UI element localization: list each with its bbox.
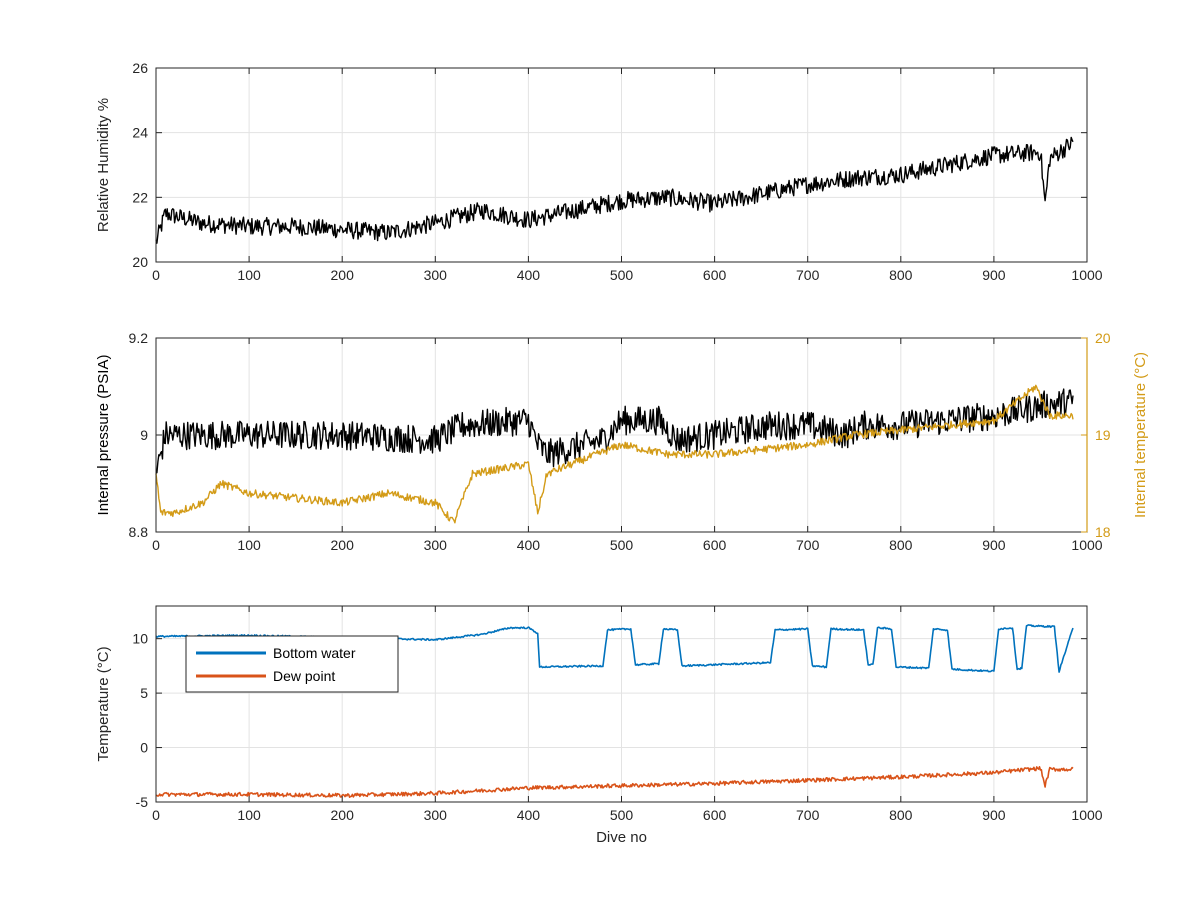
y-axis-label: Relative Humidity % [95, 98, 112, 232]
y-tick-label: 20 [132, 254, 148, 270]
y-right-tick-label: 19 [1095, 427, 1111, 443]
x-tick-label: 300 [424, 807, 448, 823]
x-tick-label: 1000 [1071, 267, 1102, 283]
x-tick-label: 900 [982, 267, 1006, 283]
x-tick-label: 500 [610, 537, 634, 553]
grid [155, 337, 1088, 533]
x-tick-label: 200 [331, 537, 355, 553]
x-tick-label: 0 [152, 267, 160, 283]
series-line-0 [155, 388, 1074, 474]
y-right-tick-label: 20 [1095, 330, 1111, 346]
x-tick-label: 700 [796, 537, 820, 553]
x-tick-label: 100 [237, 267, 261, 283]
x-tick-label: 100 [237, 537, 261, 553]
x-tick-label: 900 [982, 807, 1006, 823]
x-tick-label: 600 [703, 807, 727, 823]
x-tick-label: 600 [703, 267, 727, 283]
legend-box [185, 635, 399, 693]
x-tick-label: 200 [331, 267, 355, 283]
y-axis-label: Temperature (°C) [95, 646, 112, 761]
x-tick-label: 300 [424, 537, 448, 553]
humidity-panel: 0 100 200 300 400 500 600 700 800 900 1000 20 22 24 26… [95, 60, 1103, 283]
series-line-0 [155, 136, 1074, 244]
y-tick-label: 22 [132, 189, 148, 205]
x-tick-label: 0 [152, 807, 160, 823]
y-axis-label: Internal pressure (PSIA) [95, 355, 112, 516]
y-tick-label: 9.2 [129, 330, 149, 346]
x-tick-label: 400 [517, 807, 541, 823]
x-tick-label: 1000 [1071, 807, 1102, 823]
y-tick-label: 10 [132, 631, 148, 647]
y-tick-label: 26 [132, 60, 148, 76]
y-tick-label: 24 [132, 125, 148, 141]
y-tick-label: 0 [140, 740, 148, 756]
y-tick-label: 5 [140, 685, 148, 701]
x-tick-label: 800 [889, 807, 913, 823]
legend: Bottom water Dew point [185, 635, 399, 693]
y-tick-label: -5 [136, 794, 149, 810]
x-tick-label: 700 [796, 807, 820, 823]
legend-label: Dew point [273, 668, 335, 684]
y-tick-label: 8.8 [129, 524, 149, 540]
x-tick-label: 400 [517, 537, 541, 553]
legend-label: Bottom water [273, 645, 356, 661]
x-tick-label: 300 [424, 267, 448, 283]
x-axis-label: Dive no [596, 829, 647, 846]
x-tick-label: 200 [331, 807, 355, 823]
x-tick-label: 600 [703, 537, 727, 553]
x-tick-label: 100 [237, 807, 261, 823]
x-tick-label: 0 [152, 537, 160, 553]
x-tick-label: 700 [796, 267, 820, 283]
y-tick-label: 9 [140, 427, 148, 443]
x-tick-label: 800 [889, 537, 913, 553]
series-line-dew-point [155, 765, 1074, 799]
y-right-tick-label: 18 [1095, 524, 1111, 540]
pressure-temperature-panel: 0 100 200 300 400 500 600 700 800 900 1000 8.8 9 9.2 1… [95, 330, 1149, 553]
x-tick-label: 900 [982, 537, 1006, 553]
x-tick-label: 500 [610, 267, 634, 283]
x-tick-label: 400 [517, 267, 541, 283]
temperature-panel: 0 100 200 300 400 500 600 700 800 900 1000-50510Te… [95, 605, 1103, 846]
x-tick-label: 1000 [1071, 537, 1102, 553]
series-line-1 [155, 384, 1074, 524]
x-tick-label: 800 [889, 267, 913, 283]
x-tick-label: 500 [610, 807, 634, 823]
y-right-axis-label: Internal temperature (°C) [1132, 352, 1149, 518]
